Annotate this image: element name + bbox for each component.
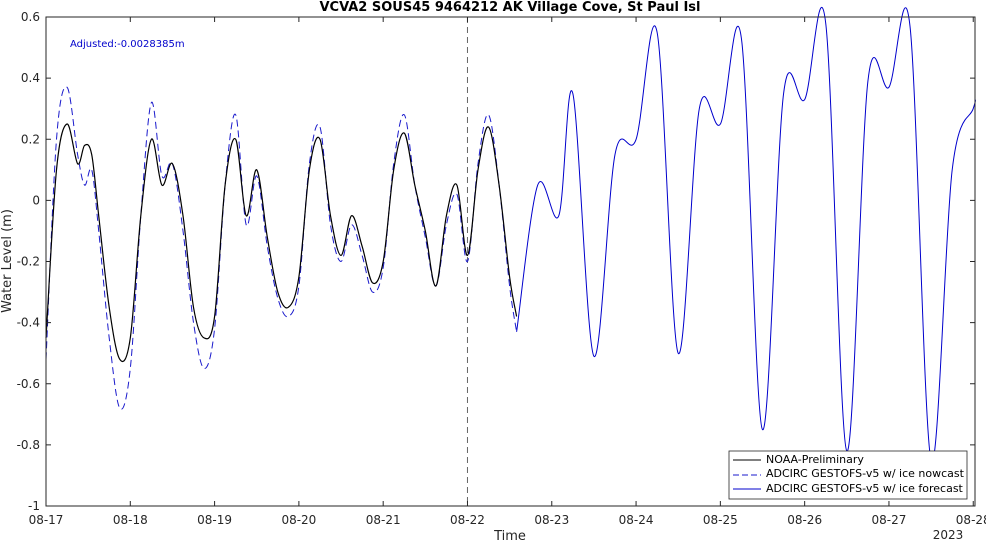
legend-label-forecast: ADCIRC GESTOFS-v5 w/ ice forecast: [766, 482, 964, 495]
legend-label-observed: NOAA-Preliminary: [766, 453, 864, 466]
y-tick-label: 0: [32, 193, 40, 207]
y-tick-label: -1: [28, 499, 40, 513]
y-tick-label: -0.8: [17, 438, 40, 452]
y-axis-title: Water Level (m): [0, 209, 15, 313]
series-forecast-line: [516, 6, 976, 463]
series-observed-line: [45, 123, 518, 363]
y-tick-label: 0.2: [21, 132, 40, 146]
x-tick-label: 08-28: [956, 513, 986, 527]
plot-area: [45, 6, 976, 506]
y-tick-label: 0.4: [21, 71, 40, 85]
x-tick-label: 08-17: [29, 513, 64, 527]
x-axis: 08-17 08-18 08-19 08-20 08-21 08-22 08-23 08-24…: [29, 17, 986, 527]
legend-label-nowcast: ADCIRC GESTOFS-v5 w/ ice nowcast: [766, 467, 965, 480]
legend-box: [728, 450, 968, 500]
x-tick-label: 08-27: [872, 513, 907, 527]
adjustment-annotation: Adjusted:-0.0028385m: [70, 39, 185, 50]
x-tick-label: 08-18: [113, 513, 148, 527]
year-label: 2023: [933, 528, 964, 541]
y-tick-label: 0.6: [21, 10, 40, 24]
x-tick-label: 08-22: [450, 513, 485, 527]
x-tick-label: 08-25: [703, 513, 738, 527]
x-tick-label: 08-26: [787, 513, 822, 527]
x-tick-label: 08-24: [619, 513, 654, 527]
x-tick-label: 08-19: [197, 513, 232, 527]
y-tick-label: -0.6: [17, 377, 40, 391]
y-axis: -1 -0.8 -0.6 -0.4 -0.2 0 0.2 0.4 0.6: [17, 10, 975, 513]
legend: NOAA-Preliminary ADCIRC GESTOFS-v5 w/ ic…: [728, 450, 968, 500]
x-tick-label: 08-21: [366, 513, 401, 527]
y-tick-label: -0.4: [17, 316, 40, 330]
y-tick-label: -0.2: [17, 255, 40, 269]
x-axis-title: Time: [493, 529, 526, 541]
x-tick-label: 08-20: [281, 513, 316, 527]
chart-title: VCVA2 SOUS45 9464212 AK Village Cove, St…: [319, 0, 700, 15]
x-tick-label: 08-23: [534, 513, 569, 527]
